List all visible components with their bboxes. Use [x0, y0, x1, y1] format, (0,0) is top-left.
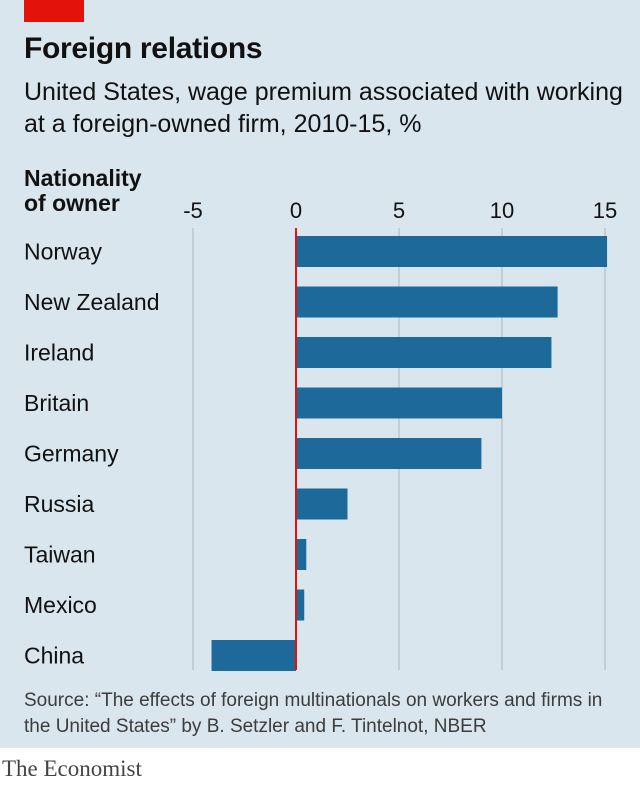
category-label: Norway: [24, 239, 102, 265]
brand-logo: The Economist: [2, 756, 142, 781]
x-tick-label: 15: [593, 198, 617, 223]
red-tag: [24, 0, 84, 22]
x-tick-label: 5: [393, 198, 405, 223]
bar-norway: [296, 236, 608, 267]
category-label: Taiwan: [24, 542, 96, 568]
x-tick-label: 0: [290, 198, 302, 223]
bar-taiwan: [296, 539, 307, 570]
bars: [211, 236, 608, 671]
bar-new-zealand: [296, 286, 558, 318]
row-header: Nationality of owner: [24, 166, 164, 216]
x-tick-labels: -5 0 5 10 15: [183, 198, 617, 223]
bar-mexico: [296, 589, 305, 621]
row-header-text: Nationality of owner: [24, 165, 142, 216]
category-label: Russia: [24, 491, 95, 517]
category-labels: Norway New Zealand Ireland Britain Germany Ru…: [24, 239, 160, 669]
bar-russia: [296, 488, 348, 520]
x-tick-label: -5: [183, 198, 203, 223]
chart-title: Foreign relations: [24, 32, 263, 65]
bar-ireland: [296, 337, 552, 368]
chart-subtitle: United States, wage premium associated w…: [24, 78, 623, 138]
category-label: Britain: [24, 390, 89, 416]
bar-china: [211, 640, 296, 671]
x-tick-label: 10: [490, 198, 514, 223]
category-label: China: [24, 643, 84, 669]
category-label: Mexico: [24, 592, 97, 618]
category-label: Germany: [24, 441, 119, 467]
bar-germany: [296, 438, 482, 469]
category-label: Ireland: [24, 340, 94, 366]
chart-panel: [0, 0, 640, 748]
category-label: New Zealand: [24, 289, 160, 315]
source-note: Source: “The effects of foreign multinat…: [24, 690, 603, 737]
bar-britain: [296, 387, 502, 419]
